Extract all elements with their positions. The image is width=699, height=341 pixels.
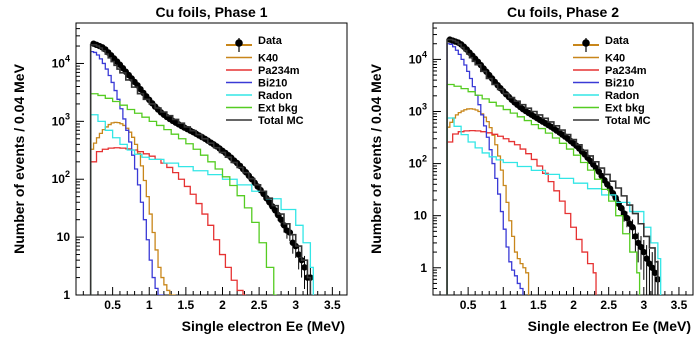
- legend-bi210-label: Bi210: [258, 78, 287, 90]
- data-point: [637, 243, 645, 251]
- data-point: [640, 248, 648, 256]
- y-tick-label-exp: 4: [422, 49, 427, 59]
- y-tick-label-exp: 2: [65, 169, 70, 179]
- series-k40: [446, 108, 530, 295]
- y-axis-label: Number of events / 0.04 MeV: [11, 63, 27, 254]
- y-tick-label-exp: 2: [422, 154, 427, 164]
- y-tick-label: 10: [57, 230, 71, 244]
- x-tick-label: 1.5: [530, 298, 547, 312]
- y-tick-label: 1: [420, 261, 427, 275]
- x-tick-label: 0.5: [104, 298, 121, 312]
- plot-frame: [75, 22, 348, 296]
- y-tick-label-exp: 3: [422, 101, 427, 111]
- x-tick-label: 2.5: [600, 298, 617, 312]
- data-point: [632, 233, 639, 240]
- x-tick-label: 2.5: [251, 298, 268, 312]
- y-tick-label: 10: [414, 209, 428, 223]
- series-bi210: [446, 43, 524, 295]
- x-tick-label: 2: [219, 298, 226, 312]
- data-point: [272, 207, 279, 214]
- data-point: [643, 255, 650, 262]
- series-pa234m: [446, 129, 597, 295]
- x-tick-label: 2: [570, 298, 577, 312]
- legend-data-label: Data: [258, 35, 283, 47]
- x-tick-label: 1: [146, 298, 153, 312]
- chart-title: Cu foils, Phase 1: [155, 4, 267, 20]
- series-radon: [89, 114, 314, 295]
- x-tick-label: 1: [500, 298, 507, 312]
- y-tick-label-base: 10: [52, 172, 66, 186]
- x-tick-label: 3: [292, 298, 299, 312]
- y-tick-label: 102: [409, 154, 427, 171]
- data-point: [629, 224, 636, 231]
- legend-data-marker: [235, 39, 243, 47]
- data-point: [649, 264, 656, 271]
- y-tick-label-base: 10: [409, 157, 423, 171]
- x-tick-label: 0.5: [460, 298, 477, 312]
- series-pa234m: [89, 147, 246, 295]
- data-point: [301, 264, 308, 271]
- x-axis-label: Single electron Ee (MeV): [182, 318, 345, 334]
- series-total-mc: [446, 38, 659, 295]
- data-point: [618, 204, 625, 212]
- y-tick-label: 103: [409, 101, 427, 118]
- legend-data-marker: [582, 39, 590, 47]
- data-point: [623, 214, 631, 222]
- series-k40: [89, 121, 176, 295]
- x-axis-label: Single electron Ee (MeV): [528, 318, 691, 334]
- y-tick-label-base: 10: [409, 52, 423, 66]
- y-tick-label-base: 10: [409, 104, 423, 118]
- data-point: [651, 269, 659, 277]
- x-tick-label: 3.5: [671, 298, 688, 312]
- legend-k40-label: K40: [605, 53, 625, 65]
- legend-pa234m-label: Pa234m: [605, 65, 647, 77]
- chart-panel-2: Cu foils, Phase 20.5 1 1.5 2 2.5 3 3.511010210…: [368, 4, 694, 334]
- plot-frame: [432, 22, 694, 296]
- series-total-mc: [89, 44, 312, 295]
- plot-area: [89, 40, 314, 295]
- y-tick-label-base: 10: [52, 114, 66, 128]
- x-tick-label: 3: [640, 298, 647, 312]
- series-ext-bkg: [89, 93, 277, 295]
- data-point: [277, 216, 285, 223]
- chart-title: Cu foils, Phase 2: [507, 4, 619, 20]
- y-tick-label-base: 10: [52, 56, 66, 70]
- y-tick-label: 1: [63, 288, 70, 302]
- x-tick-label: 1.5: [178, 298, 195, 312]
- legend-k40-label: K40: [258, 53, 278, 65]
- data-point: [295, 251, 302, 258]
- legend-total-mc-label: Total MC: [605, 115, 651, 127]
- y-tick-label-exp: 4: [65, 53, 70, 63]
- y-tick-label: 104: [409, 49, 427, 66]
- series-radon: [446, 117, 662, 295]
- plot-area: [446, 36, 662, 295]
- legend-ext-bkg-label: Ext bkg: [258, 103, 298, 115]
- chart-panel-1: Cu foils, Phase 10.5 1 1.5 2 2.5 3 3.511010210…: [11, 4, 348, 334]
- series-ext-bkg: [446, 83, 641, 295]
- legend-pa234m-label: Pa234m: [258, 65, 300, 77]
- legend-bi210-label: Bi210: [605, 78, 634, 90]
- series-bi210: [89, 50, 164, 295]
- y-tick-label-exp: 3: [65, 111, 70, 121]
- y-tick-label: 102: [52, 169, 70, 186]
- legend-radon-label: Radon: [605, 90, 640, 102]
- y-axis-label: Number of events / 0.04 MeV: [368, 63, 384, 254]
- legend-ext-bkg-label: Ext bkg: [605, 103, 645, 115]
- legend-data-label: Data: [605, 35, 630, 47]
- legend-total-mc-label: Total MC: [258, 115, 304, 127]
- x-tick-label: 3.5: [324, 298, 341, 312]
- y-tick-label: 104: [52, 53, 70, 70]
- legend-radon-label: Radon: [258, 90, 293, 102]
- y-tick-label: 103: [52, 111, 70, 128]
